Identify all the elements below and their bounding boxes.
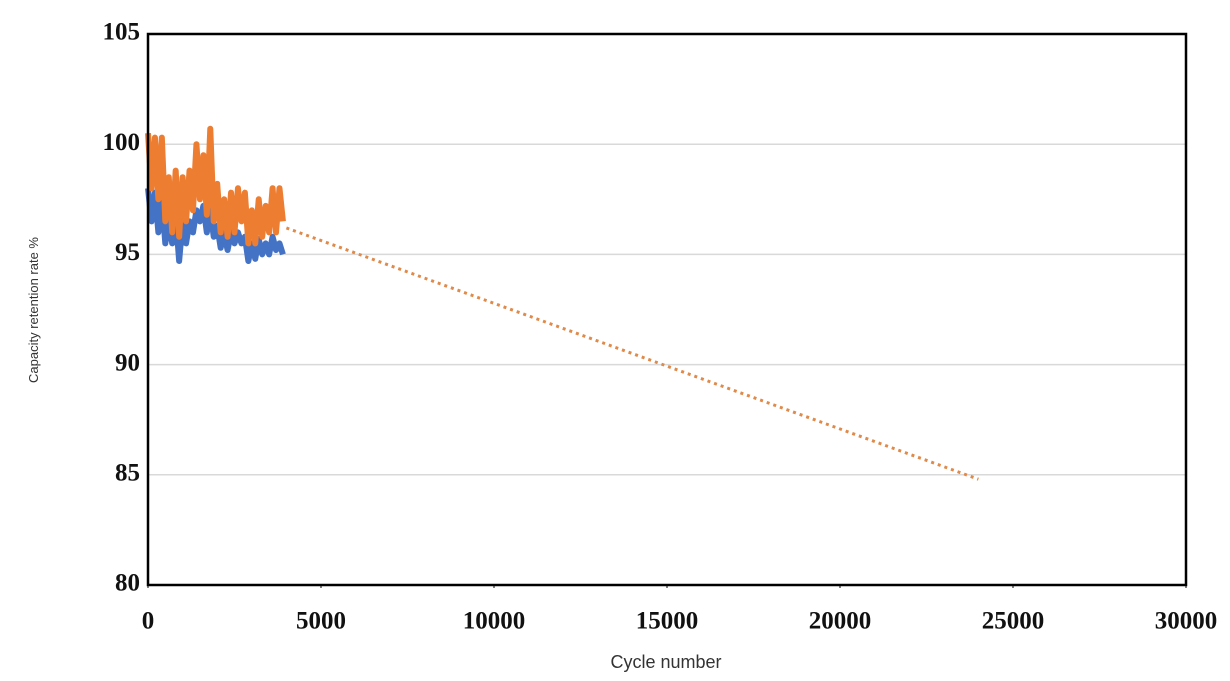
x-axis-label: Cycle number xyxy=(610,652,721,672)
y-axis-label: Capacity retention rate % xyxy=(26,237,41,383)
x-tick-label: 20000 xyxy=(809,608,872,635)
data-line xyxy=(145,125,286,247)
y-tick-label: 100 xyxy=(103,129,141,156)
y-tick-label: 80 xyxy=(115,570,140,597)
plot-frame xyxy=(146,32,1188,587)
x-tick-label: 10000 xyxy=(463,608,526,635)
x-tick-label: 5000 xyxy=(296,608,346,635)
x-tick-label: 0 xyxy=(142,608,155,635)
x-tick-label: 25000 xyxy=(982,608,1045,635)
y-tick-label: 85 xyxy=(115,460,140,487)
x-tick-label: 30000 xyxy=(1155,608,1218,635)
x-tick-label: 15000 xyxy=(636,608,699,635)
y-tick-label: 95 xyxy=(115,239,140,266)
y-tick-label: 105 xyxy=(103,19,141,46)
trend-line xyxy=(285,226,979,481)
y-tick-label: 90 xyxy=(115,349,140,376)
